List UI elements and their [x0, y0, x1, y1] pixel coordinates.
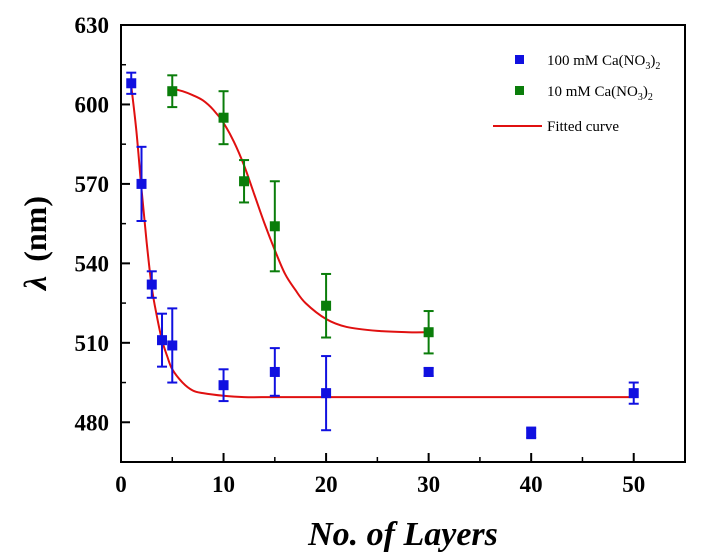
x-tick-label: 10 — [212, 472, 235, 497]
y-tick-label: 480 — [75, 410, 110, 435]
y-axis-title: λ (nm) — [17, 196, 53, 292]
x-tick-label: 50 — [622, 472, 645, 497]
data-point-series-1 — [526, 427, 537, 438]
x-tick-label: 40 — [520, 472, 543, 497]
fitted-curves — [130, 85, 634, 399]
x-tick-label: 30 — [417, 472, 440, 497]
data-point-series-2 — [167, 86, 178, 97]
data-point-series-1 — [628, 388, 639, 399]
plot-frame — [120, 24, 686, 463]
data-point-series-1 — [157, 335, 168, 346]
x-axis-title: No. of Layers — [307, 516, 498, 553]
x-tick-label: 20 — [315, 472, 338, 497]
data-point-series-1 — [136, 178, 147, 189]
data-points — [126, 78, 639, 438]
x-axis-ticks: 0 10 20 30 40 50 — [115, 453, 645, 497]
y-axis-ticks: 480 510 540 570 600 630 — [75, 13, 130, 435]
data-point-series-2 — [423, 327, 434, 338]
data-point-series-2 — [269, 221, 280, 232]
y-tick-label: 600 — [75, 92, 110, 117]
data-point-series-1 — [126, 78, 137, 89]
x-tick-label: 0 — [115, 472, 127, 497]
data-point-series-2 — [218, 112, 229, 123]
legend-marker-10mm — [515, 86, 524, 95]
legend-label-10mm: 10 mM Ca(NO3)2 — [547, 84, 653, 103]
y-axis-unit: (nm) — [17, 196, 53, 262]
data-point-series-1 — [167, 340, 178, 351]
y-tick-label: 510 — [75, 331, 110, 356]
fitted-curve-1 — [130, 85, 634, 399]
data-point-series-1 — [321, 388, 332, 399]
data-point-series-1 — [423, 366, 434, 377]
y-tick-label: 570 — [75, 172, 110, 197]
data-point-series-1 — [269, 366, 280, 377]
legend-label-100mm: 100 mM Ca(NO3)2 — [547, 53, 660, 72]
y-tick-label: 540 — [75, 251, 110, 276]
data-point-series-1 — [218, 380, 229, 391]
y-axis-symbol: λ — [17, 276, 53, 292]
legend-marker-100mm — [515, 55, 524, 64]
data-point-series-2 — [321, 300, 332, 311]
legend-label-fitted: Fitted curve — [547, 119, 619, 135]
y-tick-label: 630 — [75, 13, 110, 38]
legend: 100 mM Ca(NO3)2 10 mM Ca(NO3)2 Fitted cu… — [493, 53, 660, 135]
fitted-curve-2 — [172, 87, 429, 334]
data-point-series-1 — [146, 279, 157, 290]
data-point-series-2 — [239, 176, 250, 187]
